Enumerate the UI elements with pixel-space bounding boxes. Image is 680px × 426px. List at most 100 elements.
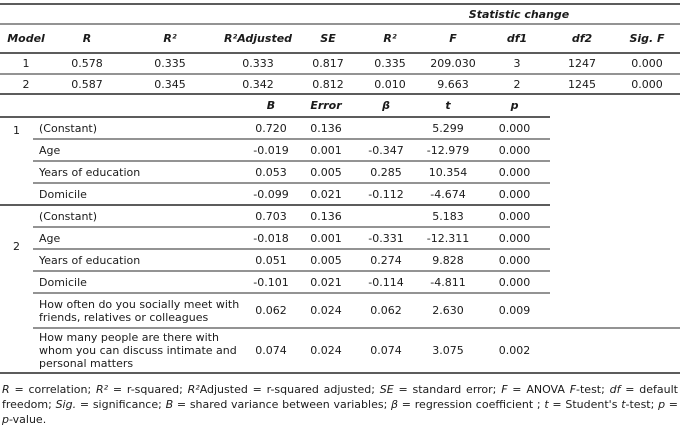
coef-row: Domicile -0.099 0.021 -0.112 -4.674 0.00… [0, 183, 680, 206]
filler-cell [550, 161, 680, 183]
stat-change-spacer [0, 4, 358, 25]
filler-cell [550, 249, 680, 271]
footnote-segment: = [665, 398, 679, 411]
value-cell: -12.979 [417, 139, 479, 162]
summary-row-model1: 1 0.578 0.335 0.333 0.817 0.335 209.030 … [0, 53, 680, 75]
coef-row: Years of education 0.053 0.005 0.285 10.… [0, 161, 680, 184]
value-cell: 0.812 [298, 74, 358, 95]
value-cell: 0.000 [479, 205, 550, 228]
value-cell: 1247 [550, 53, 614, 75]
summary-row-model2: 2 0.587 0.345 0.342 0.812 0.010 9.663 2 … [0, 74, 680, 95]
footnote-segment: -test; [625, 398, 659, 411]
coef-row: 1 (Constant) 0.720 0.136 5.299 0.000 [0, 117, 680, 206]
value-cell: -0.101 [245, 271, 297, 294]
coef-row: Domicile -0.101 0.021 -0.114 -4.811 0.00… [0, 271, 680, 294]
value-cell: -0.099 [245, 183, 297, 206]
value-cell: 0.817 [298, 53, 358, 75]
value-cell: 0.703 [245, 205, 297, 228]
footnote-segment: = ANOVA [507, 383, 570, 396]
col-header-r2adjusted: R²Adjusted [218, 24, 298, 54]
value-cell: 0.074 [355, 328, 417, 374]
value-cell: -0.019 [245, 139, 297, 162]
filler-cell [550, 227, 680, 249]
value-cell: 0.000 [479, 271, 550, 294]
value-cell: -0.347 [355, 139, 417, 162]
value-cell: -12.311 [417, 227, 479, 250]
predictor-label: (Constant) [33, 117, 245, 140]
value-cell [355, 117, 417, 140]
value-cell [355, 205, 417, 228]
stat-change-header: Statistic change [358, 4, 680, 25]
coef-row: Years of education 0.051 0.005 0.274 9.8… [0, 249, 680, 272]
model-number-cell: 1 [0, 53, 52, 75]
model-summary-table: Statistic change Model R R² R²Adjusted S… [0, 3, 680, 95]
value-cell: 0.587 [52, 74, 122, 95]
value-cell: 0.578 [52, 53, 122, 75]
value-cell: 0.053 [245, 161, 297, 184]
filler-cell [550, 328, 680, 374]
predictor-label: Domicile [33, 271, 245, 294]
value-cell: 0.342 [218, 74, 298, 95]
filler-cell [550, 117, 680, 139]
coef-row: Age -0.018 0.001 -0.331 -12.311 0.000 [0, 227, 680, 250]
footnote-segment: = default freedom; [2, 383, 678, 411]
summary-header-row: Model R R² R²Adjusted SE R² F df1 df2 Si… [0, 24, 680, 54]
value-cell: 0.333 [218, 53, 298, 75]
predictor-label: Age [33, 227, 245, 250]
footnote-segment: = regression coefficient ; [398, 398, 545, 411]
col-header-p: p [479, 95, 550, 118]
value-cell: 0.720 [245, 117, 297, 140]
predictor-label: How often do you socially meet with frie… [33, 293, 245, 329]
col-header-df2: df2 [550, 24, 614, 54]
model-number: 2 [13, 240, 20, 253]
col-header-r2: R² [122, 24, 218, 54]
value-cell: 0.062 [245, 293, 297, 329]
value-cell: 0.345 [122, 74, 218, 95]
value-cell: 9.663 [422, 74, 484, 95]
predictor-label: (Constant) [33, 205, 245, 228]
value-cell: 0.000 [479, 117, 550, 140]
value-cell: 9.828 [417, 249, 479, 272]
filler-cell [550, 183, 680, 205]
value-cell: -0.331 [355, 227, 417, 250]
value-cell: 0.000 [479, 183, 550, 206]
value-cell: 0.005 [297, 161, 355, 184]
value-cell: -4.674 [417, 183, 479, 206]
value-cell: 209.030 [422, 53, 484, 75]
footnote-segment: = correlation; [9, 383, 96, 396]
value-cell: 0.000 [479, 227, 550, 250]
col-header-r2-change: R² [358, 24, 422, 54]
col-header-model: Model [0, 24, 52, 54]
value-cell: 0.021 [297, 183, 355, 206]
value-cell: -0.112 [355, 183, 417, 206]
footnote-segment: SE [379, 383, 394, 396]
value-cell: 0.009 [479, 293, 550, 329]
value-cell: 0.335 [358, 53, 422, 75]
value-cell: 5.299 [417, 117, 479, 140]
footnote-segment: = significance; [76, 398, 166, 411]
footnote-segment: Adjusted = r-squared adjusted; [199, 383, 380, 396]
footnote-segment: R² [96, 383, 109, 396]
footnote-segment: = Student's [548, 398, 622, 411]
col-header-t: t [417, 95, 479, 118]
value-cell: 2 [484, 74, 550, 95]
footnote-segment: = shared variance between variables; [173, 398, 392, 411]
filler-cell [550, 139, 680, 161]
footnote-segment: df [609, 383, 621, 396]
coefficients-table: B Error β t p 1 (Constant) 0.720 0.136 5… [0, 95, 680, 374]
model-number-cell: 2 [0, 74, 52, 95]
value-cell: 0.000 [479, 161, 550, 184]
value-cell: 0.021 [297, 271, 355, 294]
footnote-segment: p [658, 398, 666, 411]
footnote-segment: p [2, 413, 9, 426]
model-number: 1 [13, 124, 20, 137]
stat-change-row: Statistic change [0, 4, 680, 25]
value-cell: 10.354 [417, 161, 479, 184]
value-cell: 0.005 [297, 249, 355, 272]
footnote-segment: R [2, 383, 10, 396]
value-cell: 0.285 [355, 161, 417, 184]
col-header-sigf: Sig. F [614, 24, 680, 54]
col-header-b: B [245, 95, 297, 118]
predictor-label: Years of education [33, 249, 245, 272]
value-cell: 0.062 [355, 293, 417, 329]
